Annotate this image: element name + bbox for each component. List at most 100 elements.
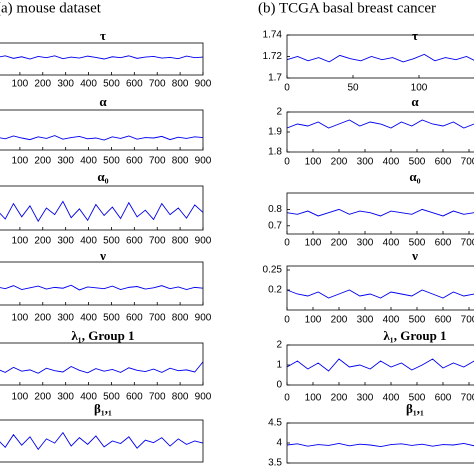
- plot-frame: [0, 261, 204, 306]
- x-tick-label: 500: [103, 236, 120, 247]
- plot-frame: [286, 265, 474, 311]
- x-tick-label: 300: [57, 236, 74, 247]
- y-tick-label: 0.7: [268, 220, 282, 231]
- x-tick-label: 200: [331, 393, 348, 404]
- panel-title: ν: [411, 248, 418, 263]
- plot-frame: [0, 185, 204, 231]
- trace-line: [286, 442, 474, 448]
- x-tick-label: 700: [149, 236, 166, 247]
- x-tick-label: 300: [357, 238, 374, 249]
- plot-frame: [286, 34, 474, 79]
- x-tick-label: 100: [305, 238, 322, 249]
- trace-line: [0, 361, 204, 374]
- x-tick-label: 400: [80, 392, 97, 403]
- x-tick-label: 500: [103, 79, 120, 90]
- x-tick-label: 0: [284, 315, 290, 326]
- x-tick-label: 700: [461, 238, 474, 249]
- y-tick-label: 0.2: [268, 285, 282, 296]
- x-tick-label: 900: [195, 236, 212, 247]
- panel-title: τ: [412, 28, 418, 43]
- x-tick-label: 600: [126, 236, 143, 247]
- plot-frame: [0, 419, 204, 463]
- trace-line: [0, 431, 204, 451]
- y-tick-label: 1.8: [268, 147, 282, 158]
- x-tick-label: 400: [80, 156, 97, 167]
- heading-b: (b) TCGA basal breast cancer: [258, 0, 436, 16]
- x-tick-label: 600: [435, 315, 452, 326]
- x-tick-label: 0: [284, 83, 290, 94]
- x-tick-label: 200: [34, 156, 51, 167]
- panel-title: τ: [100, 28, 106, 43]
- x-tick-label: 400: [383, 157, 400, 168]
- x-tick-label: 800: [172, 313, 189, 324]
- x-tick-label: 800: [172, 79, 189, 90]
- trace-line: [286, 358, 474, 372]
- x-tick-label: 900: [195, 156, 212, 167]
- x-tick-label: 700: [461, 393, 474, 404]
- x-tick-label: 500: [409, 238, 426, 249]
- trace-line: [286, 289, 474, 299]
- x-tick-label: 300: [357, 393, 374, 404]
- x-tick-label: 400: [80, 236, 97, 247]
- x-tick-label: 300: [57, 392, 74, 403]
- x-tick-label: 300: [357, 157, 374, 168]
- trace-line: [0, 55, 204, 60]
- x-tick-label: 600: [126, 79, 143, 90]
- heading-a: (a) mouse dataset: [0, 0, 102, 16]
- x-tick-label: 100: [12, 156, 29, 167]
- x-tick-label: 200: [34, 392, 51, 403]
- y-tick-label: 2: [276, 107, 282, 118]
- y-tick-label: 1.74: [263, 30, 283, 41]
- x-tick-label: 600: [435, 157, 452, 168]
- y-tick-label: 0: [276, 380, 282, 391]
- y-tick-label: 1.9: [268, 127, 282, 138]
- y-tick-label: 4: [276, 438, 282, 449]
- x-tick-label: 200: [331, 157, 348, 168]
- panel-title: β₁,₁: [94, 401, 112, 416]
- x-tick-label: 700: [149, 313, 166, 324]
- panel-title: ν: [99, 248, 106, 263]
- x-tick-label: 700: [461, 315, 474, 326]
- x-tick-label: 100: [305, 393, 322, 404]
- x-tick-label: 300: [57, 79, 74, 90]
- x-tick-label: 400: [383, 315, 400, 326]
- x-tick-label: 500: [103, 313, 120, 324]
- x-tick-label: 500: [103, 156, 120, 167]
- x-tick-label: 800: [172, 392, 189, 403]
- x-tick-label: 200: [331, 315, 348, 326]
- x-tick-label: 300: [357, 315, 374, 326]
- x-tick-label: 500: [409, 315, 426, 326]
- x-tick-label: 700: [149, 156, 166, 167]
- x-tick-label: 100: [12, 392, 29, 403]
- x-tick-label: 400: [80, 313, 97, 324]
- x-tick-label: 800: [172, 156, 189, 167]
- y-tick-label: 1.7: [268, 73, 282, 84]
- plot-frame: [0, 342, 204, 386]
- x-tick-label: 400: [80, 79, 97, 90]
- x-tick-label: 500: [409, 157, 426, 168]
- trace-line: [0, 200, 204, 223]
- x-tick-label: 300: [57, 313, 74, 324]
- x-tick-label: 200: [34, 236, 51, 247]
- plot-frame: [0, 109, 204, 151]
- x-tick-label: 600: [126, 156, 143, 167]
- x-tick-label: 0: [284, 238, 290, 249]
- panel-title: β₁,₁: [406, 401, 424, 416]
- trace-line: [286, 208, 474, 217]
- x-tick-label: 400: [383, 393, 400, 404]
- x-tick-label: 700: [149, 79, 166, 90]
- x-tick-label: 600: [435, 238, 452, 249]
- x-tick-label: 700: [149, 392, 166, 403]
- trace-line: [0, 284, 204, 291]
- x-tick-label: 600: [126, 313, 143, 324]
- x-tick-label: 200: [34, 313, 51, 324]
- x-tick-label: 400: [383, 238, 400, 249]
- x-tick-label: 900: [195, 392, 212, 403]
- trace-line: [286, 53, 474, 63]
- y-tick-label: 0.25: [263, 265, 283, 276]
- x-tick-label: 100: [411, 83, 428, 94]
- trace-line: [286, 119, 474, 129]
- x-tick-label: 100: [12, 236, 29, 247]
